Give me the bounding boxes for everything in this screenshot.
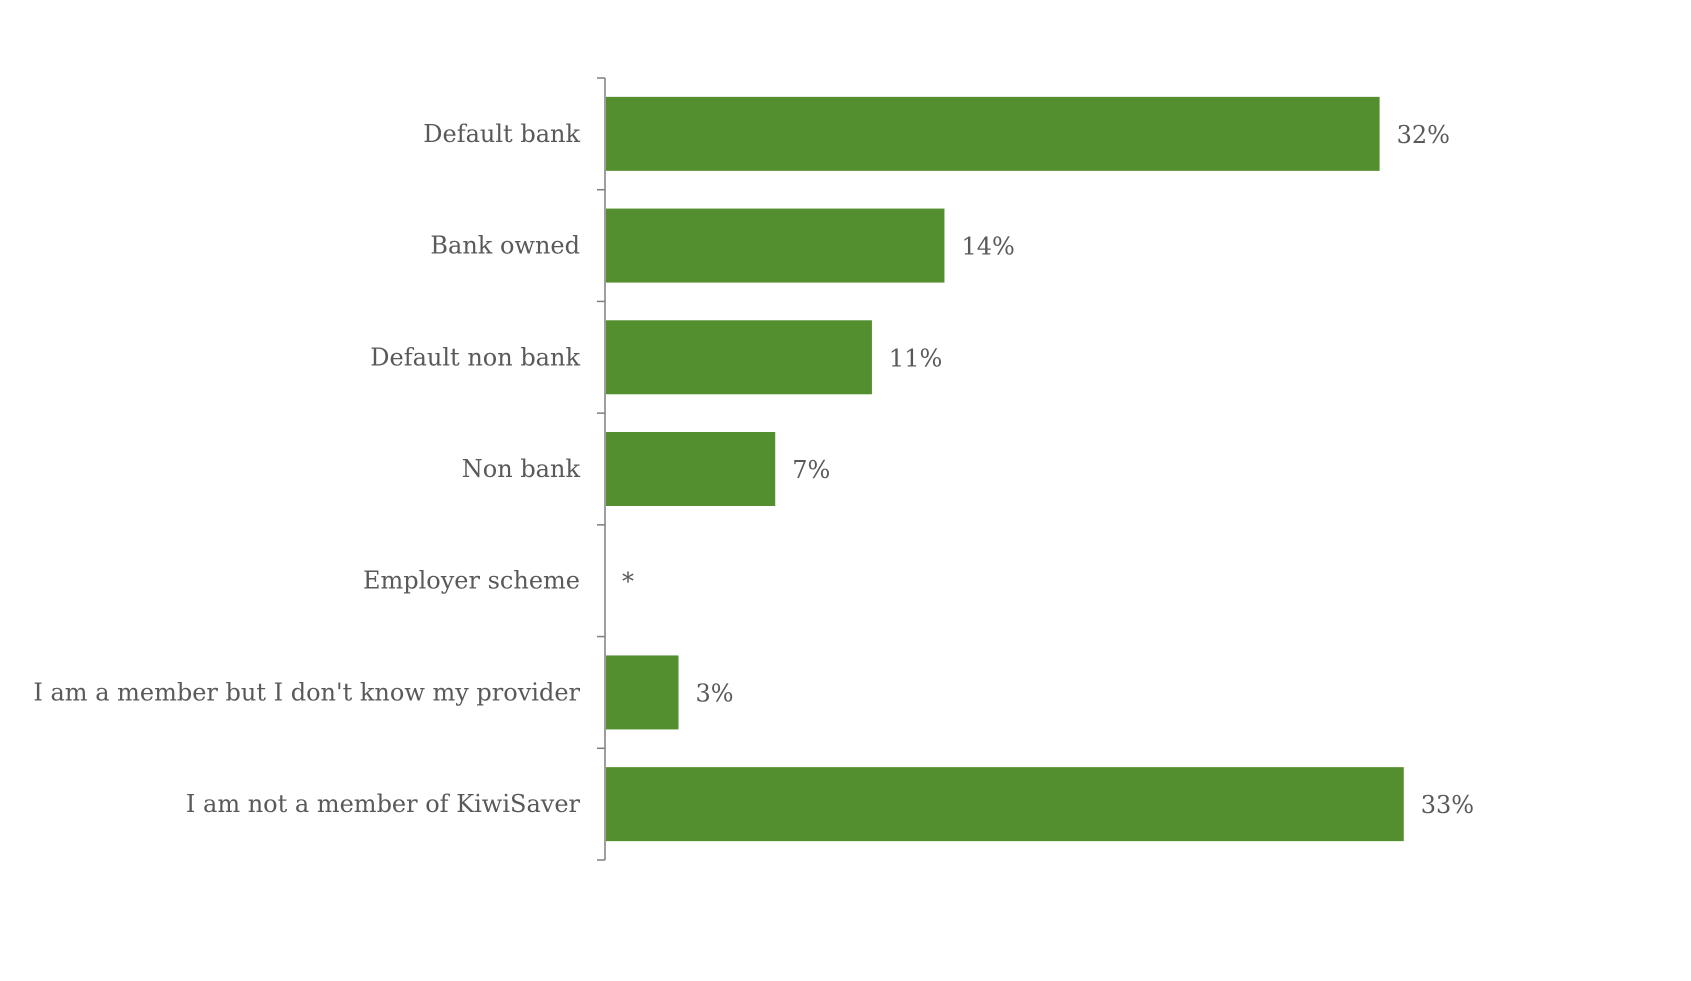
- value-labels: 32% 14% 11% 7% * 3% 33%: [622, 121, 1474, 819]
- data-label: *: [622, 568, 634, 596]
- bar: [606, 655, 679, 730]
- bar: [606, 96, 1380, 171]
- data-label: 33%: [1421, 791, 1474, 819]
- data-label: 3%: [696, 679, 734, 707]
- data-label: 14%: [961, 233, 1014, 261]
- category-label: Non bank: [462, 455, 581, 483]
- data-label: 32%: [1397, 121, 1450, 149]
- category-label: I am not a member of KiwiSaver: [186, 790, 581, 818]
- y-axis: [597, 77, 606, 861]
- category-label: Employer scheme: [363, 567, 580, 595]
- data-label: 7%: [792, 456, 830, 484]
- bar: [606, 320, 872, 395]
- category-label: Bank owned: [430, 232, 580, 260]
- bar: [606, 208, 945, 283]
- category-label: Default non bank: [370, 343, 580, 371]
- data-label: 11%: [889, 344, 942, 372]
- bar: [606, 432, 776, 506]
- bar: [606, 767, 1404, 842]
- category-label: I am a member but I don't know my provid…: [33, 678, 580, 706]
- category-labels: Default bank Bank owned Default non bank No…: [33, 120, 580, 818]
- category-label: Default bank: [423, 120, 580, 148]
- bars: [606, 96, 1404, 842]
